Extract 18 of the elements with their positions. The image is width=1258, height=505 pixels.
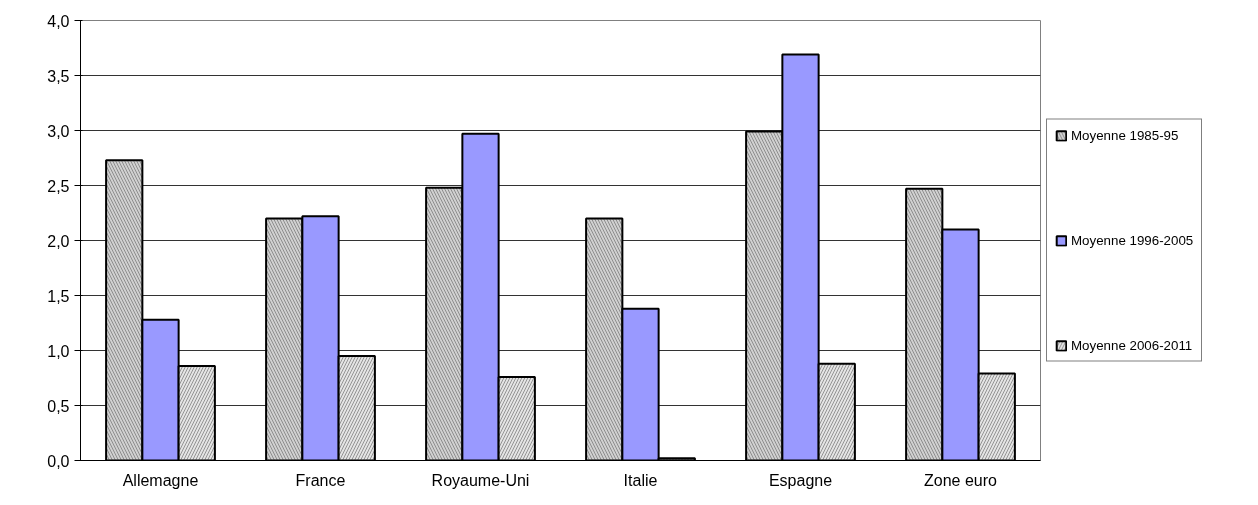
y-tick-label: 2,0 [47,232,70,250]
legend-label: Moyenne 2006-2011 [1071,337,1193,353]
y-tick-label: 1,0 [47,342,70,360]
y-tick-label: 4,0 [47,12,70,30]
y-tick-label: 3,5 [47,67,70,85]
legend-label: Moyenne 1996-2005 [1071,232,1194,248]
legend-label: Moyenne 1985-95 [1071,127,1179,143]
x-tick-label: France [295,471,346,489]
y-tick-label: 0,0 [47,452,70,470]
y-tick-label: 0,5 [47,397,70,415]
x-tick-label: Allemagne [122,471,199,489]
x-tick-label: Royaume-Uni [431,471,530,489]
x-tick-label: Zone euro [924,471,998,489]
y-tick-label: 3,0 [47,122,70,140]
y-tick-label: 1,5 [47,287,70,305]
x-tick-label: Espagne [768,471,833,489]
x-tick-label: Italie [623,471,658,489]
y-tick-label: 2,5 [47,177,70,195]
